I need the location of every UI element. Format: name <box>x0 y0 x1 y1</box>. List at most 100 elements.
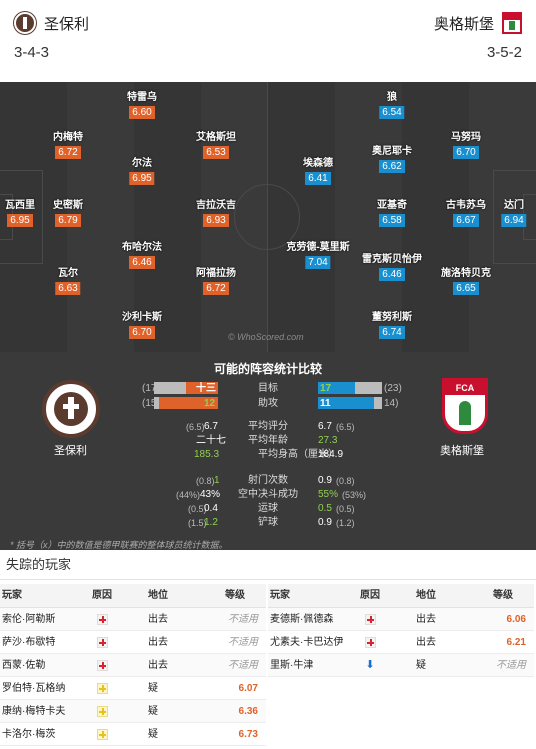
home-team[interactable]: 圣保利 <box>14 12 89 34</box>
pitch-player-home[interactable]: 瓦尔 6.63 <box>55 268 81 295</box>
pitch-player-away[interactable]: 施洛特贝克 6.65 <box>441 268 491 295</box>
away-paren: 14) <box>384 398 399 409</box>
player-name: 史密斯 <box>53 200 83 211</box>
table-row: 康纳·梅特卡夫 疑 6.36 <box>0 700 266 723</box>
col-rating[interactable]: 等级 <box>493 590 513 601</box>
away-paren: (23) <box>384 383 402 394</box>
table-header: 玩家 原因 地位 等级 <box>0 584 266 608</box>
stat-row: (1.5) 1.2 铲球 0.9 (1.2) <box>0 516 536 530</box>
pitch-player-home[interactable]: 特雷乌 6.60 <box>127 92 157 119</box>
table-row: 罗伯特·瓦格纳 疑 6.07 <box>0 677 266 700</box>
stat-label: 射门次数 <box>248 475 288 486</box>
player-name: 雷克斯贝怡伊 <box>362 254 422 265</box>
pitch-player-home[interactable]: 史密斯 6.79 <box>53 200 83 227</box>
pitch-player-away[interactable]: 雷克斯贝怡伊 6.46 <box>362 254 422 281</box>
pitch-player-away[interactable]: 克劳德-莫里斯 7.04 <box>286 242 350 269</box>
pitch-player-away[interactable]: 董努利斯 6.74 <box>372 312 412 339</box>
pitch-player-home[interactable]: 艾格斯坦 6.53 <box>196 132 236 159</box>
player-name[interactable]: 索伦·阿勒斯 <box>2 614 56 625</box>
rating-value: 6.07 <box>238 683 258 694</box>
player-name[interactable]: 卡洛尔·梅茨 <box>2 729 56 740</box>
player-name[interactable]: 罗伯特·瓦格纳 <box>2 683 66 694</box>
reason-cell <box>90 677 114 700</box>
player-name[interactable]: 萨沙·布歇特 <box>2 637 56 648</box>
table-row: 麦德斯·佩德森 出去 6.06 <box>268 608 534 631</box>
status-text: 出去 <box>148 660 168 671</box>
col-reason[interactable]: 原因 <box>92 590 112 601</box>
pitch-player-away[interactable]: 达门 6.94 <box>501 200 527 227</box>
home-value: 十三 <box>196 383 216 394</box>
reason-cell <box>90 631 114 654</box>
player-name[interactable]: 尤素夫·卡巴达伊 <box>270 637 344 648</box>
injury-icon <box>96 659 108 671</box>
pitch-player-away[interactable]: 奥尼耶卡 6.62 <box>372 146 412 173</box>
reason-cell: ⬇ <box>358 654 382 677</box>
pitch-player-home[interactable]: 布哈尔法 6.46 <box>122 242 162 269</box>
rating-value: 6.73 <box>238 729 258 740</box>
away-paren: (6.5) <box>336 422 355 432</box>
stat-label: 平均评分 <box>248 421 288 432</box>
col-reason[interactable]: 原因 <box>360 590 380 601</box>
status-text: 出去 <box>148 614 168 625</box>
away-value: 55% <box>318 489 339 500</box>
player-rating: 6.79 <box>55 214 81 227</box>
player-name: 亚基奇 <box>377 200 407 211</box>
whoscored-watermark: © WhoScored.com <box>228 332 304 342</box>
status-text: 疑 <box>148 729 158 740</box>
player-rating: 6.63 <box>55 282 81 295</box>
player-name[interactable]: 麦德斯·佩德森 <box>270 614 334 625</box>
table-row: 萨沙·布歇特 出去 不适用 <box>0 631 266 654</box>
player-name[interactable]: 里斯·牛津 <box>270 660 314 671</box>
match-header: 圣保利 3-4-3 奥格斯堡 3-5-2 <box>0 0 536 82</box>
pitch-player-home[interactable]: 瓦西里 6.95 <box>5 200 35 227</box>
player-name: 艾格斯坦 <box>196 132 236 143</box>
pitch-player-away[interactable]: 马努玛 6.70 <box>451 132 481 159</box>
away-team-name[interactable]: 奥格斯堡 <box>433 15 494 33</box>
player-rating: 6.95 <box>129 172 155 185</box>
injury-icon <box>364 613 376 625</box>
player-name: 埃森德 <box>303 158 333 169</box>
pitch-player-away[interactable]: 亚基奇 6.58 <box>377 200 407 227</box>
injury-icon <box>96 613 108 625</box>
away-paren: (0.8) <box>336 476 355 486</box>
augsburg-logo-icon <box>502 12 522 34</box>
player-name[interactable]: 康纳·梅特卡夫 <box>2 706 66 717</box>
status-text: 出去 <box>148 637 168 648</box>
player-name[interactable]: 西蒙·佐勒 <box>2 660 46 671</box>
home-team-name[interactable]: 圣保利 <box>44 15 90 33</box>
player-rating: 7.04 <box>305 256 331 269</box>
col-player[interactable]: 玩家 <box>2 590 22 601</box>
player-name: 特雷乌 <box>127 92 157 103</box>
pitch-player-home[interactable]: 内梅特 6.72 <box>53 132 83 159</box>
pitch-player-away[interactable]: 埃森德 6.41 <box>303 158 333 185</box>
stat-row: (0.5) 0.4 运球 0.5 (0.5) <box>0 502 536 516</box>
lineup-comparison: 可能的阵容统计比较 圣保利 FCA 奥格斯堡 (17 十三 目标 17 (23)… <box>0 352 536 550</box>
pitch-player-home[interactable]: 吉拉沃吉 6.93 <box>196 200 236 227</box>
stat-row-assists: (15 12 助攻 11 14) <box>0 397 536 411</box>
reason-cell <box>358 608 382 631</box>
injury-icon <box>96 636 108 648</box>
away-paren: (0.5) <box>336 504 355 514</box>
away-value: 0.9 <box>318 517 332 528</box>
col-status[interactable]: 地位 <box>148 590 168 601</box>
player-rating: 6.72 <box>55 146 81 159</box>
home-paren: (6.5) <box>186 422 205 432</box>
player-name: 施洛特贝克 <box>441 268 491 279</box>
pitch-player-away[interactable]: 狼 6.54 <box>379 92 405 119</box>
col-status[interactable]: 地位 <box>416 590 436 601</box>
col-player[interactable]: 玩家 <box>270 590 290 601</box>
pitch-player-home[interactable]: 阿福拉扬 6.72 <box>196 268 236 295</box>
pitch-player-away[interactable]: 古韦苏乌 6.67 <box>446 200 486 227</box>
away-value: 0.9 <box>318 475 332 486</box>
stat-label: 助攻 <box>258 398 278 409</box>
player-name: 克劳德-莫里斯 <box>286 242 350 253</box>
pitch-player-home[interactable]: 尔法 6.95 <box>129 158 155 185</box>
pitch-player-home[interactable]: 沙利卡斯 6.70 <box>122 312 162 339</box>
col-rating[interactable]: 等级 <box>225 590 245 601</box>
away-team[interactable]: 奥格斯堡 <box>434 12 522 34</box>
rating-value: 不适用 <box>228 614 258 625</box>
stat-row: (0.8) 1 射门次数 0.9 (0.8) <box>0 474 536 488</box>
player-rating: 6.74 <box>379 326 405 339</box>
away-value: 11 <box>320 398 331 409</box>
injury-icon <box>364 636 376 648</box>
